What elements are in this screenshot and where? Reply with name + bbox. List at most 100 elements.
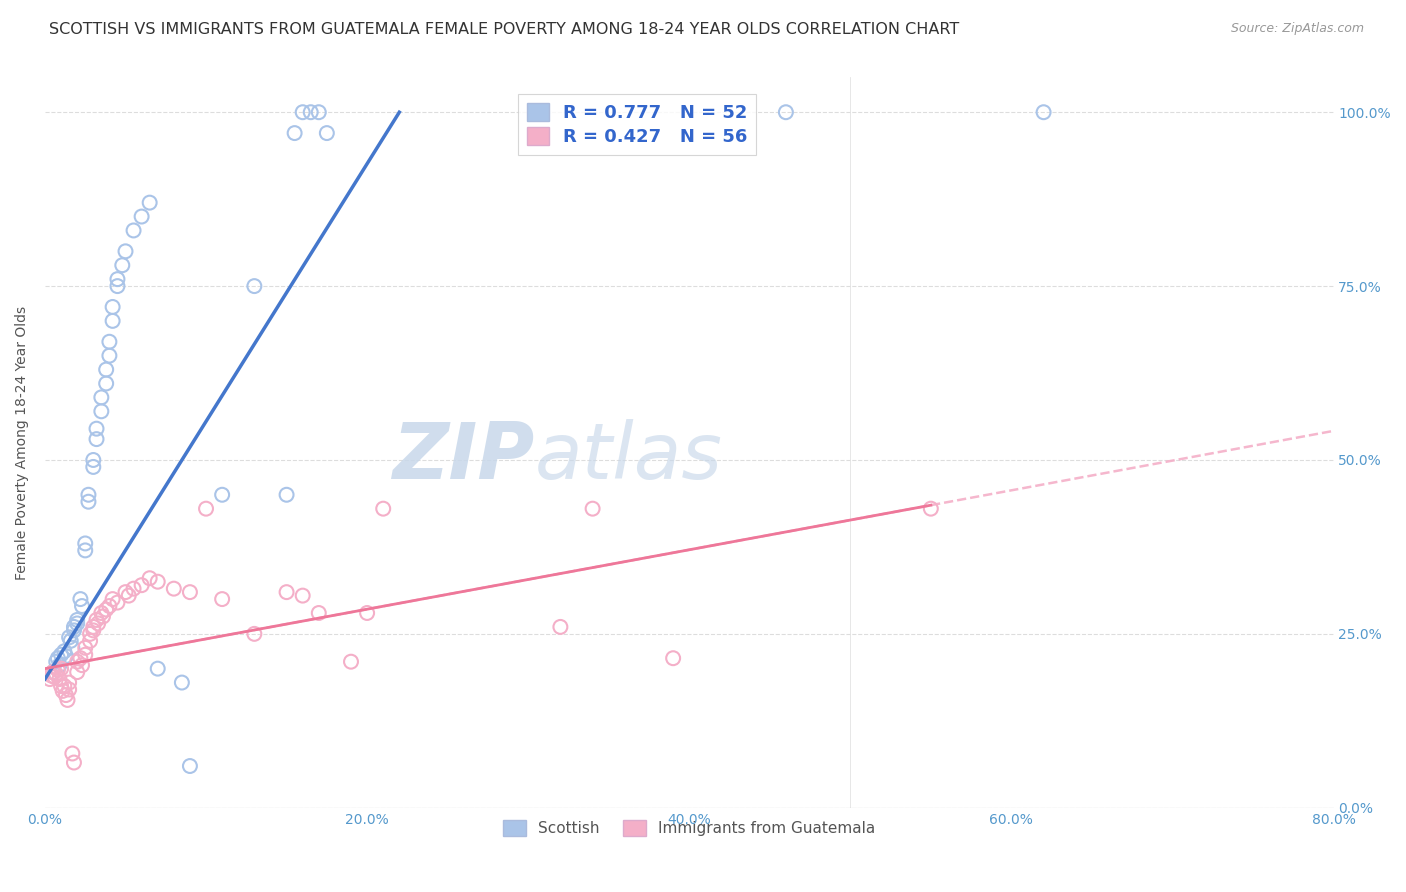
Point	[77, 488, 100, 502]
Point	[58, 631, 80, 645]
Point	[211, 592, 233, 607]
Point	[170, 675, 193, 690]
Point	[77, 494, 100, 508]
Point	[114, 244, 136, 259]
Point	[195, 501, 218, 516]
Point	[82, 624, 104, 638]
Point	[96, 362, 118, 376]
Point	[82, 620, 104, 634]
Point	[340, 655, 363, 669]
Point	[356, 606, 378, 620]
Point	[55, 649, 77, 664]
Point	[96, 376, 118, 391]
Point	[49, 679, 72, 693]
Point	[276, 488, 298, 502]
Text: atlas: atlas	[534, 419, 723, 495]
Point	[63, 756, 86, 770]
Point	[131, 578, 153, 592]
Point	[550, 620, 572, 634]
Point	[299, 105, 322, 120]
Legend: Scottish, Immigrants from Guatemala: Scottish, Immigrants from Guatemala	[496, 813, 883, 844]
Point	[373, 501, 395, 516]
Point	[86, 432, 108, 446]
Point	[90, 606, 112, 620]
Point	[79, 633, 101, 648]
Point	[211, 488, 233, 502]
Point	[118, 589, 141, 603]
Point	[87, 616, 110, 631]
Point	[101, 592, 124, 607]
Point	[291, 105, 314, 120]
Point	[243, 279, 266, 293]
Point	[53, 644, 76, 658]
Point	[49, 662, 72, 676]
Point	[86, 613, 108, 627]
Point	[70, 658, 93, 673]
Point	[163, 582, 186, 596]
Point	[284, 126, 307, 140]
Point	[114, 585, 136, 599]
Point	[75, 543, 97, 558]
Point	[179, 759, 201, 773]
Point	[131, 210, 153, 224]
Point	[55, 688, 77, 702]
Point	[66, 655, 89, 669]
Point	[86, 422, 108, 436]
Point	[82, 459, 104, 474]
Point	[79, 627, 101, 641]
Text: ZIP: ZIP	[392, 419, 534, 495]
Text: Source: ZipAtlas.com: Source: ZipAtlas.com	[1230, 22, 1364, 36]
Point	[107, 279, 129, 293]
Point	[98, 599, 121, 613]
Point	[91, 609, 114, 624]
Point	[90, 390, 112, 404]
Point	[52, 684, 75, 698]
Point	[69, 651, 91, 665]
Point	[42, 665, 65, 679]
Point	[101, 300, 124, 314]
Point	[69, 592, 91, 607]
Point	[96, 602, 118, 616]
Point	[107, 596, 129, 610]
Point	[146, 662, 169, 676]
Point	[138, 195, 160, 210]
Point	[243, 627, 266, 641]
Point	[308, 105, 330, 120]
Point	[276, 585, 298, 599]
Point	[122, 582, 145, 596]
Point	[70, 599, 93, 613]
Point	[122, 223, 145, 237]
Point	[920, 501, 942, 516]
Point	[111, 258, 134, 272]
Point	[75, 640, 97, 655]
Point	[291, 589, 314, 603]
Y-axis label: Female Poverty Among 18-24 Year Olds: Female Poverty Among 18-24 Year Olds	[15, 306, 30, 580]
Point	[60, 747, 83, 761]
Point	[66, 613, 89, 627]
Point	[775, 105, 797, 120]
Point	[63, 624, 86, 638]
Point	[101, 314, 124, 328]
Point	[49, 648, 72, 662]
Point	[45, 655, 67, 669]
Point	[581, 501, 603, 516]
Point	[38, 672, 60, 686]
Point	[60, 640, 83, 655]
Point	[146, 574, 169, 589]
Point	[45, 667, 67, 681]
Point	[48, 672, 70, 686]
Point	[46, 663, 69, 677]
Point	[53, 679, 76, 693]
Point	[82, 453, 104, 467]
Point	[46, 651, 69, 665]
Point	[75, 648, 97, 662]
Point	[48, 658, 70, 673]
Point	[56, 693, 79, 707]
Point	[1032, 105, 1054, 120]
Point	[315, 126, 337, 140]
Point	[66, 665, 89, 679]
Point	[41, 668, 63, 682]
Point	[662, 651, 685, 665]
Point	[63, 620, 86, 634]
Point	[42, 665, 65, 679]
